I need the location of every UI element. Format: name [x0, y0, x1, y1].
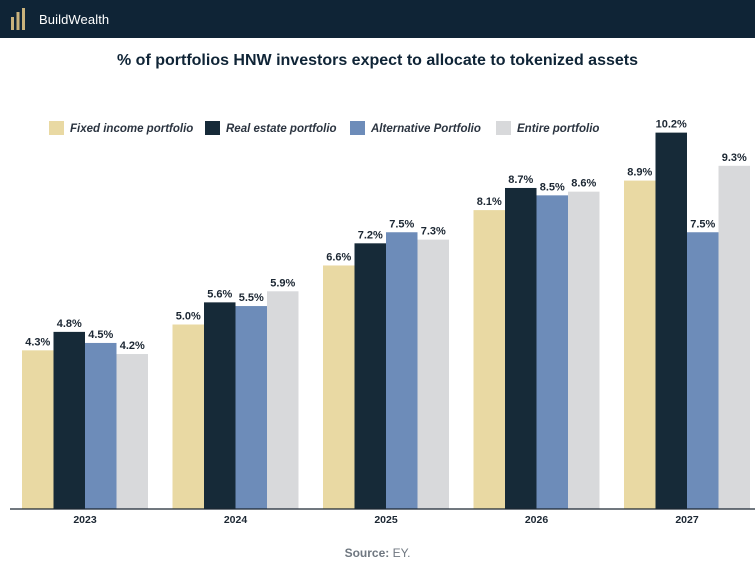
bar-value-label: 7.3%: [421, 226, 446, 238]
x-tick-label: 2025: [374, 514, 398, 526]
bar-value-label: 7.5%: [690, 218, 715, 230]
bar[interactable]: [53, 331, 86, 509]
chart-title: % of portfolios HNW investors expect to …: [117, 52, 638, 69]
legend-label[interactable]: Alternative Portfolio: [370, 123, 481, 135]
bar[interactable]: [568, 191, 600, 509]
bar-value-label: 8.9%: [627, 167, 652, 179]
header-bar: BuildWealth: [0, 0, 755, 38]
bar[interactable]: [386, 232, 418, 509]
bar[interactable]: [473, 210, 506, 510]
x-tick-label: 2023: [73, 514, 97, 526]
bar-value-label: 8.1%: [477, 196, 502, 208]
bar-value-label: 4.5%: [88, 329, 113, 341]
legend-swatch[interactable]: [49, 121, 64, 135]
bar-value-label: 4.3%: [25, 336, 50, 348]
bar[interactable]: [172, 324, 205, 510]
bar-value-label: 7.5%: [389, 218, 414, 230]
bar[interactable]: [536, 195, 569, 509]
bar-value-label: 8.6%: [571, 178, 596, 190]
bar-value-label: 4.2%: [120, 340, 145, 352]
bar[interactable]: [22, 350, 54, 509]
bar[interactable]: [204, 302, 236, 509]
bar-value-label: 10.2%: [656, 119, 687, 131]
bar[interactable]: [85, 342, 117, 509]
brand[interactable]: BuildWealth: [10, 8, 109, 30]
bar-value-label: 6.6%: [326, 251, 351, 263]
bar-value-label: 5.6%: [207, 288, 232, 300]
bar-value-label: 5.5%: [239, 292, 264, 304]
bar[interactable]: [235, 306, 268, 509]
source-text: EY.: [392, 546, 411, 560]
bar-value-label: 7.2%: [358, 229, 383, 241]
bar[interactable]: [624, 180, 656, 509]
x-tick-label: 2024: [224, 514, 248, 526]
bar[interactable]: [116, 354, 149, 509]
bar[interactable]: [323, 265, 355, 509]
bar-value-label: 9.3%: [722, 152, 747, 164]
bar-value-label: 8.7%: [508, 174, 533, 186]
legend-swatch[interactable]: [350, 121, 365, 135]
brand-name: BuildWealth: [39, 11, 110, 27]
bar-chart: Fixed income portfolio Real estate portfo…: [10, 119, 755, 526]
source-label: Source:: [344, 546, 390, 560]
legend-swatch[interactable]: [496, 121, 511, 135]
bar[interactable]: [718, 165, 751, 509]
bar[interactable]: [505, 187, 537, 509]
bar[interactable]: [267, 291, 299, 509]
bar[interactable]: [655, 132, 688, 509]
bar-value-label: 8.5%: [540, 181, 565, 193]
legend-label[interactable]: Real estate portfolio: [226, 123, 337, 135]
bar-value-label: 5.9%: [270, 277, 295, 289]
bar[interactable]: [354, 243, 387, 509]
bar[interactable]: [687, 232, 719, 509]
legend-label[interactable]: Entire portfolio: [517, 123, 599, 135]
bar[interactable]: [417, 239, 450, 509]
bar-value-label: 4.8%: [57, 318, 82, 330]
legend-swatch[interactable]: [205, 121, 220, 135]
bars-logo-icon: [11, 8, 25, 30]
x-tick-label: 2027: [675, 514, 699, 526]
x-tick-label: 2026: [525, 514, 549, 526]
legend-label[interactable]: Fixed income portfolio: [70, 123, 193, 135]
bar-value-label: 5.0%: [176, 311, 201, 323]
source-note: Source: EY.: [0, 546, 755, 560]
